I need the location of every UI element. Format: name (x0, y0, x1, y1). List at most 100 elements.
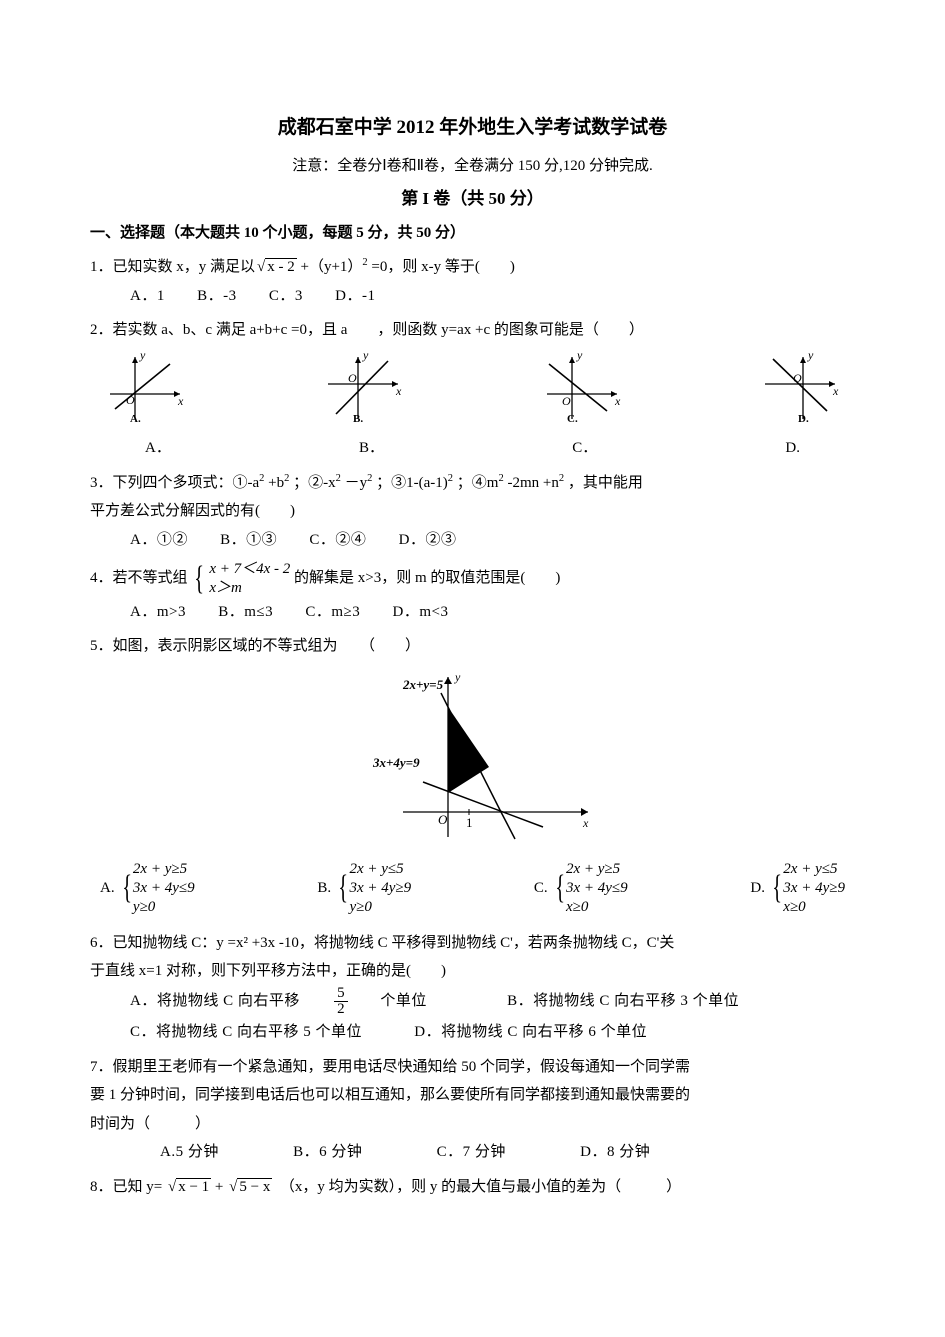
svg-text:y: y (454, 670, 461, 684)
q5-a-r2: 3x + 4y≤9 (133, 879, 195, 898)
q4-r1: x + 7＜4x - 2 (209, 560, 290, 579)
q5-opt-d: D. { 2x + y≤5 3x + 4y≥9 x≥0 (750, 860, 845, 916)
brace-icon: { (555, 879, 565, 898)
q1-text-a: 1．已知实数 x，y 满足以 (90, 259, 255, 275)
fraction-icon: 52 (334, 986, 348, 1019)
q3-opt-c: C．②④ (309, 532, 366, 548)
q7-opt-b: B．6 分钟 (293, 1144, 362, 1160)
q5-opt-a-label: A. (100, 874, 115, 903)
q3-h: ，其中能用 (568, 475, 643, 491)
q6-opts-row1: A．将抛物线 C 向右平移 52 个单位 B．将抛物线 C 向右平移 3 个单位 (90, 986, 855, 1019)
q8-text-b: （x，y 均为实数），则 y 的最大值与最小值的差为（ ） (287, 1179, 681, 1195)
q4-text-a: 4．若不等式组 (90, 571, 188, 587)
q2-label-d: D. (785, 434, 800, 463)
q6-opt-b: B．将抛物线 C 向右平移 3 个单位 (507, 993, 739, 1009)
brace-icon: { (772, 879, 782, 898)
svg-text:B.: B. (353, 413, 363, 424)
q5-d-r2: 3x + 4y≥9 (783, 879, 845, 898)
doc-subtitle: 注意：全卷分Ⅰ卷和Ⅱ卷，全卷满分 150 分,120 分钟完成. (90, 152, 855, 181)
q3-line2: 平方差公式分解因式的有( ) (90, 497, 855, 526)
question-5: 5．如图，表示阴影区域的不等式组为 （ ） (90, 632, 855, 661)
svg-text:A.: A. (130, 413, 141, 424)
brace-icon: { (195, 570, 205, 589)
q5-figure: 1 O x y 2x+y=5 3x+4y=9 (90, 667, 855, 853)
q5-a-r1: 2x + y≥5 (133, 860, 195, 879)
q3-c: ；②-x (293, 475, 336, 491)
q3-options: A．①② B．①③ C．②④ D．②③ (90, 526, 855, 555)
q5-opt-b-label: B. (317, 874, 331, 903)
q1-opt-b: B．-3 (197, 288, 237, 304)
question-3: 3．下列四个多项式：①-a2 +b2 ；②-x2 －y2 ；③1-(a-1)2 … (90, 469, 855, 498)
q5-c-r1: 2x + y≥5 (566, 860, 628, 879)
q6-opt-a-a: A．将抛物线 C 向右平移 (130, 993, 304, 1009)
question-2: 2．若实数 a、b、c 满足 a+b+c =0，且 a ，则函数 y=ax +c… (90, 316, 855, 345)
q5-d-r3: x≥0 (783, 898, 845, 917)
q5-opt-a: A. { 2x + y≥5 3x + 4y≤9 y≥0 (100, 860, 195, 916)
q4-opt-b: B．m≤3 (218, 604, 273, 620)
q6-opts-row2: C．将抛物线 C 向右平移 5 个单位 D．将抛物线 C 向右平移 6 个单位 (90, 1018, 855, 1047)
q3-opt-d: D．②③ (399, 532, 457, 548)
q5-b-r3: y≥0 (349, 898, 411, 917)
svg-text:O: O (348, 371, 357, 385)
q4-r2: x＞m (209, 579, 290, 598)
svg-text:x: x (832, 384, 839, 398)
q6-opt-d: D．将抛物线 C 向右平移 6 个单位 (414, 1024, 647, 1040)
q1-text-b: +（y+1） (297, 259, 363, 275)
q5-opt-c-label: C. (534, 874, 548, 903)
q3-e: ；③1-(a-1) (376, 475, 448, 491)
q4-text-b: 的解集是 x>3，则 m 的取值范围是( ) (294, 571, 560, 587)
q6-frac-n: 5 (334, 986, 348, 1003)
sqrt-icon: x - 2 (255, 253, 297, 282)
svg-text:O: O (793, 371, 802, 385)
question-1: 1．已知实数 x，y 满足以x - 2 +（y+1）2 =0，则 x-y 等于(… (90, 253, 855, 282)
q1-opt-a: A．1 (130, 288, 165, 304)
svg-text:y: y (807, 349, 814, 362)
q5-a-r3: y≥0 (133, 898, 195, 917)
q2-graph-d: y x O D. (755, 349, 845, 435)
q6-opt-c: C．将抛物线 C 向右平移 5 个单位 (130, 1024, 362, 1040)
q2-graph-c: y x O C. (537, 349, 627, 435)
q8-plus: + (211, 1179, 227, 1195)
brace-icon: { (338, 879, 348, 898)
q4-options: A．m>3 B．m≤3 C．m≥3 D．m<3 (90, 598, 855, 627)
q5-b-r2: 3x + 4y≥9 (349, 879, 411, 898)
q3-d: －y (345, 475, 368, 491)
q4-system: x + 7＜4x - 2 x＞m (209, 560, 290, 598)
svg-text:y: y (576, 349, 583, 362)
q4-opt-c: C．m≥3 (305, 604, 360, 620)
part-title: 第 I 卷（共 50 分） (90, 183, 855, 215)
q2-labels: A． B． C． D. (90, 434, 855, 463)
svg-text:3x+4y=9: 3x+4y=9 (372, 755, 420, 770)
q3-opt-a: A．①② (130, 532, 188, 548)
q2-graph-b: y x O B. (318, 349, 408, 435)
question-6-line1: 6．已知抛物线 C：y =x² +3x -10，将抛物线 C 平移得到抛物线 C… (90, 929, 855, 958)
q3-g: -2mn +n (507, 475, 558, 491)
q3-opt-b: B．①③ (220, 532, 277, 548)
svg-text:x: x (177, 394, 184, 408)
q5-opt-c: C. { 2x + y≥5 3x + 4y≤9 x≥0 (534, 860, 628, 916)
svg-text:C.: C. (567, 413, 578, 424)
q6-frac-d: 2 (334, 1002, 348, 1018)
q8-text-a: 8．已知 y= (90, 1179, 166, 1195)
q1-options: A．1 B．-3 C．3 D．-1 (90, 282, 855, 311)
svg-text:x: x (395, 384, 402, 398)
svg-text:D.: D. (798, 413, 809, 424)
svg-text:2x+y=5: 2x+y=5 (402, 677, 444, 692)
svg-text:O: O (562, 394, 571, 408)
q5-opt-d-label: D. (750, 874, 765, 903)
q5-options: A. { 2x + y≥5 3x + 4y≤9 y≥0 B. { 2x + y≤… (90, 860, 855, 916)
svg-text:O: O (126, 393, 135, 407)
q2-label-a: A． (145, 434, 171, 463)
q1-text-c: =0，则 x-y 等于( ) (368, 259, 515, 275)
sqrt-icon: 5 − x (227, 1173, 272, 1202)
q5-d-r1: 2x + y≤5 (783, 860, 845, 879)
svg-text:O: O (438, 812, 448, 827)
q3-a: 3．下列四个多项式：①-a (90, 475, 259, 491)
q3-f: ；④m (457, 475, 499, 491)
question-7-line1: 7．假期里王老师有一个紧急通知，要用电话尽快通知给 50 个同学，假设每通知一个… (90, 1053, 855, 1082)
q8-rad2: 5 − x (237, 1178, 272, 1195)
question-7-line3: 时间为（ ） (90, 1110, 855, 1139)
svg-text:y: y (139, 349, 146, 362)
q2-graph-row: y x O A. y x O B. y x O C. (90, 345, 855, 435)
q4-opt-a: A．m>3 (130, 604, 186, 620)
